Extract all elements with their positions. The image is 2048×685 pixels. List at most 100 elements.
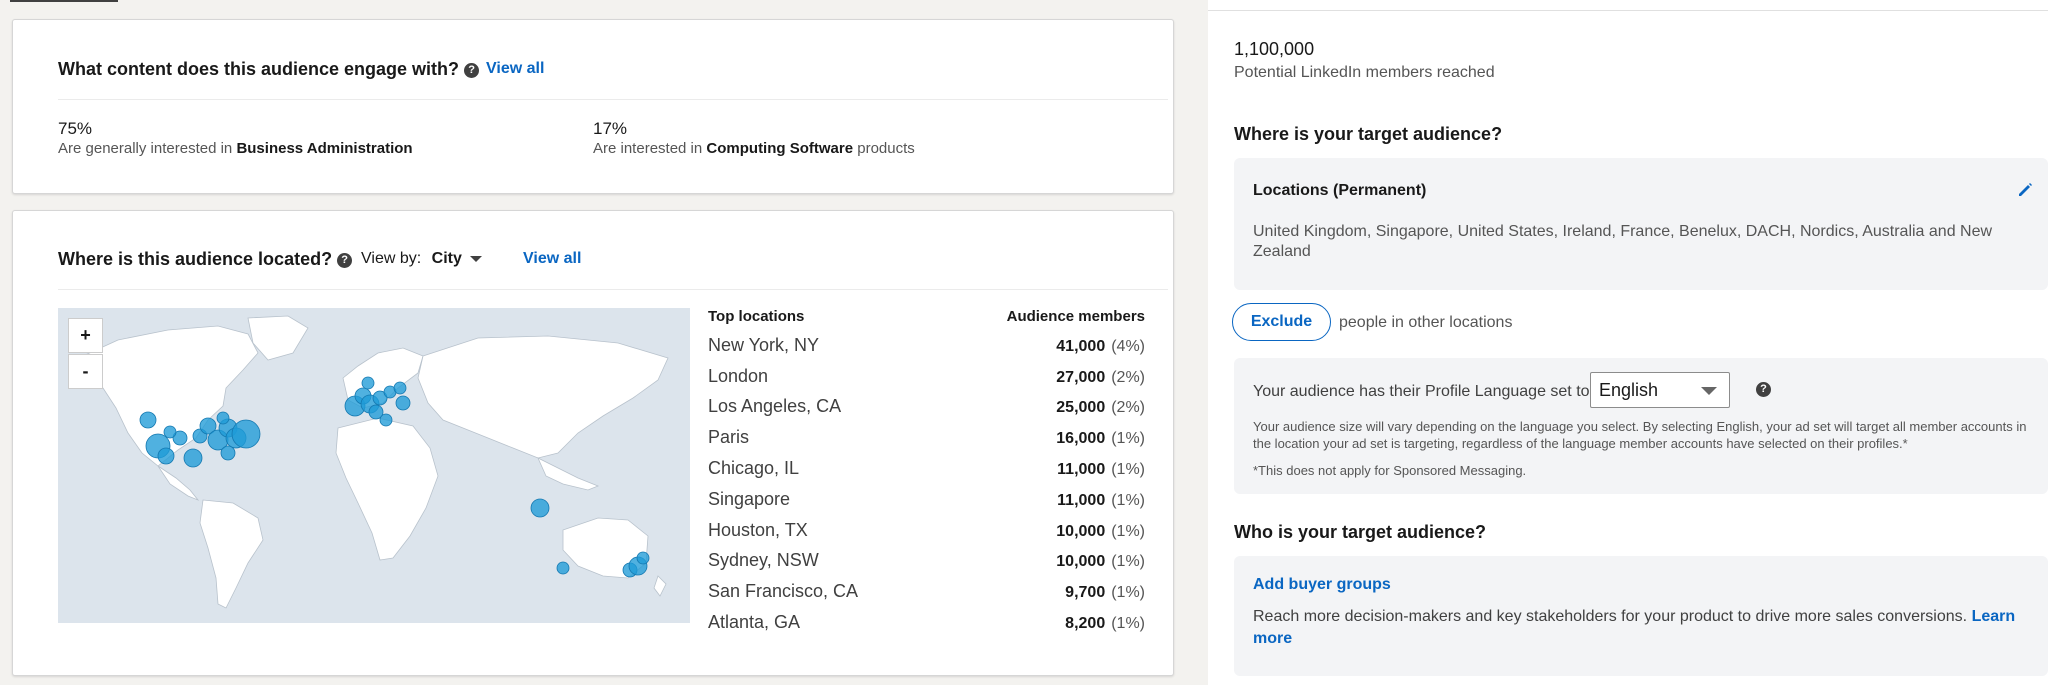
audience-bubble bbox=[199, 417, 217, 435]
location-city: London bbox=[708, 365, 769, 386]
targeting-panel: 1,100,000 Potential LinkedIn members rea… bbox=[1208, 0, 2048, 685]
help-icon[interactable]: ? bbox=[464, 62, 480, 78]
table-row: Atlanta, GA 8,200 (1%) bbox=[708, 607, 1145, 638]
location-city: New York, NY bbox=[708, 334, 820, 355]
audience-location-card: Where is this audience located? ? View b… bbox=[12, 210, 1174, 676]
audience-bubble bbox=[556, 561, 570, 575]
audience-bubble bbox=[636, 551, 650, 565]
audience-bubble bbox=[368, 404, 384, 420]
buyer-groups-description: Reach more decision-makers and key stake… bbox=[1253, 608, 2016, 647]
audience-percent: (2%) bbox=[1111, 399, 1145, 417]
location-audience: 11,000 (1%) bbox=[1057, 458, 1145, 479]
audience-bubble bbox=[379, 413, 393, 427]
location-city: Chicago, IL bbox=[708, 458, 800, 479]
location-city: Singapore bbox=[708, 488, 791, 509]
location-audience: 27,000 (2%) bbox=[1056, 366, 1145, 387]
zoom-out-button[interactable]: - bbox=[68, 354, 103, 389]
table-row: Paris 16,000 (1%) bbox=[708, 422, 1145, 453]
audience-bubble bbox=[372, 390, 388, 406]
edit-pencil-icon[interactable] bbox=[2016, 180, 2034, 203]
audience-count: 41,000 bbox=[1056, 337, 1106, 355]
language-dropdown[interactable]: English bbox=[1590, 372, 1730, 408]
audience-count: 27,000 bbox=[1056, 368, 1106, 386]
learn-more-link[interactable]: Learn more bbox=[1253, 608, 2016, 647]
table-row: Chicago, IL 11,000 (1%) bbox=[708, 453, 1145, 484]
audience-bubble bbox=[157, 447, 175, 465]
audience-bubble bbox=[172, 430, 188, 446]
locations-title: Locations (Permanent) bbox=[1253, 182, 1427, 199]
location-city: Atlanta, GA bbox=[708, 612, 801, 633]
stat-percent: 17% bbox=[593, 119, 628, 138]
table-header: Top locations Audience members bbox=[708, 308, 1145, 330]
active-tab-indicator bbox=[10, 0, 118, 2]
zoom-in-button[interactable]: + bbox=[68, 318, 103, 353]
location-card-title: Where is this audience located? ? bbox=[58, 249, 353, 270]
caret-down-icon bbox=[1701, 387, 1717, 395]
audience-count: 11,000 bbox=[1057, 461, 1106, 479]
divider bbox=[58, 289, 1168, 290]
audience-bubble bbox=[361, 376, 375, 390]
top-locations-table: Top locations Audience members New York,… bbox=[708, 308, 1145, 638]
world-map[interactable]: + - bbox=[58, 308, 690, 623]
location-audience: 10,000 (1%) bbox=[1056, 550, 1145, 571]
audience-bubble bbox=[216, 411, 230, 425]
table-row: Singapore 11,000 (1%) bbox=[708, 484, 1145, 515]
stat-description: Are interested in Computing Software pro… bbox=[593, 140, 915, 157]
engagement-card-title: What content does this audience engage w… bbox=[58, 59, 480, 80]
location-audience: 9,700 (1%) bbox=[1065, 581, 1145, 602]
audience-bubble bbox=[231, 419, 261, 449]
divider bbox=[1208, 10, 2048, 11]
help-icon[interactable]: ? bbox=[1756, 382, 1771, 397]
audience-count: 10,000 bbox=[1056, 522, 1106, 540]
location-view-all-link[interactable]: View all bbox=[523, 250, 582, 267]
location-audience: 11,000 (1%) bbox=[1057, 489, 1145, 510]
audience-bubble bbox=[530, 498, 550, 518]
locations-list: United Kingdom, Singapore, United States… bbox=[1253, 223, 1993, 260]
location-audience: 16,000 (1%) bbox=[1056, 427, 1145, 448]
audience-percent: (4%) bbox=[1111, 337, 1145, 355]
divider bbox=[58, 99, 1168, 100]
help-icon[interactable]: ? bbox=[337, 252, 353, 268]
location-audience: 8,200 (1%) bbox=[1065, 612, 1145, 633]
location-city: Houston, TX bbox=[708, 519, 808, 540]
language-box: Your audience has their Profile Language… bbox=[1234, 358, 2048, 494]
table-row: Los Angeles, CA 25,000 (2%) bbox=[708, 392, 1145, 423]
exclude-button[interactable]: Exclude bbox=[1232, 303, 1331, 341]
location-audience: 10,000 (1%) bbox=[1056, 520, 1145, 541]
audience-percent: (1%) bbox=[1111, 522, 1145, 540]
table-row: Houston, TX 10,000 (1%) bbox=[708, 515, 1145, 546]
column-header-top-locations: Top locations bbox=[708, 308, 805, 325]
view-by-dropdown[interactable]: City bbox=[432, 250, 482, 267]
caret-down-icon bbox=[469, 255, 482, 262]
audience-percent: (1%) bbox=[1111, 615, 1145, 633]
buyer-groups-box: Add buyer groups Reach more decision-mak… bbox=[1234, 556, 2048, 676]
audience-percent: (1%) bbox=[1111, 584, 1145, 602]
location-city: Los Angeles, CA bbox=[708, 396, 842, 417]
column-header-audience-members: Audience members bbox=[1006, 308, 1145, 325]
where-heading: Where is your target audience? bbox=[1234, 124, 1503, 144]
audience-percent: (1%) bbox=[1111, 461, 1145, 479]
audience-bubble bbox=[139, 411, 157, 429]
exclude-description: people in other locations bbox=[1339, 314, 1513, 331]
audience-percent: (1%) bbox=[1111, 491, 1145, 509]
audience-percent: (1%) bbox=[1111, 430, 1145, 448]
audience-count: 8,200 bbox=[1065, 615, 1106, 633]
table-row: San Francisco, CA 9,700 (1%) bbox=[708, 576, 1145, 607]
view-by-control: View by: City bbox=[361, 250, 482, 268]
audience-percent: (2%) bbox=[1111, 368, 1145, 386]
location-city: Sydney, NSW bbox=[708, 550, 819, 571]
language-label: Your audience has their Profile Language… bbox=[1253, 383, 1590, 400]
audience-percent: (1%) bbox=[1111, 553, 1145, 571]
engagement-view-all-link[interactable]: View all bbox=[486, 60, 545, 77]
table-row: London 27,000 (2%) bbox=[708, 361, 1145, 392]
table-row: New York, NY 41,000 (4%) bbox=[708, 330, 1145, 361]
audience-bubble bbox=[183, 448, 203, 468]
location-audience: 41,000 (4%) bbox=[1056, 335, 1145, 356]
audience-bubble bbox=[163, 425, 177, 439]
locations-box: Locations (Permanent) United Kingdom, Si… bbox=[1234, 158, 2048, 290]
add-buyer-groups-link[interactable]: Add buyer groups bbox=[1253, 576, 1391, 593]
audience-bubble bbox=[393, 381, 407, 395]
audience-engagement-card: What content does this audience engage w… bbox=[12, 19, 1174, 194]
audience-bubble bbox=[220, 445, 236, 461]
table-body: New York, NY 41,000 (4%) London 27,000 (2%) Lo… bbox=[708, 330, 1145, 638]
